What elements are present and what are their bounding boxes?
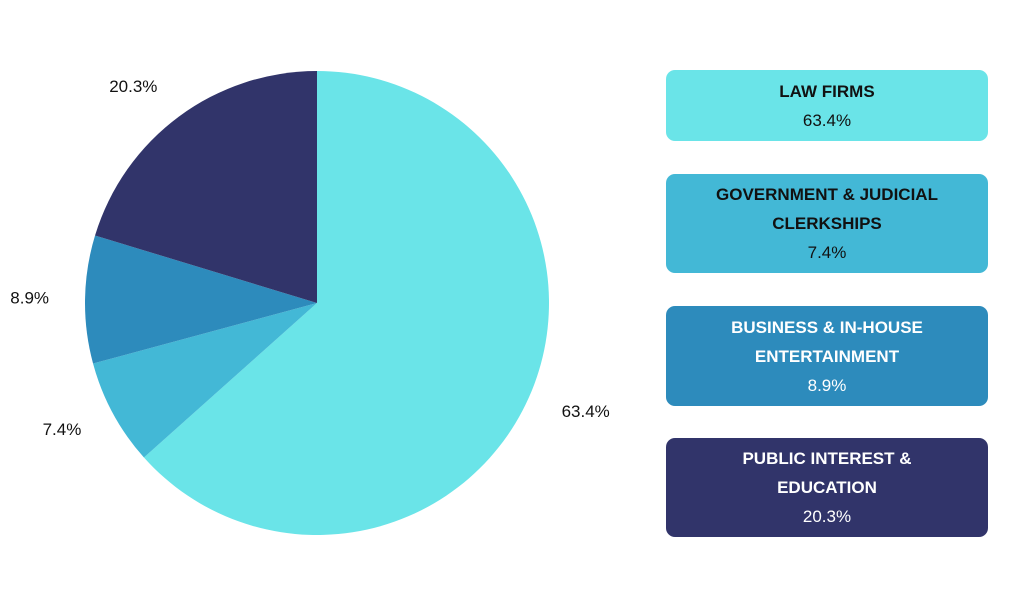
slice-data-label: 20.3%: [109, 77, 157, 96]
pie-slice: [95, 71, 317, 303]
legend-value: 63.4%: [802, 110, 852, 130]
pie-slice: [143, 71, 549, 535]
legend-label: GOVERNMENT & JUDICIAL CLERKSHIPS: [716, 185, 938, 233]
slice-data-label: 8.9%: [10, 288, 49, 307]
legend-label: LAW FIRMS: [779, 81, 875, 101]
legend-item-public-interest-education: PUBLIC INTEREST & EDUCATION 20.3%: [666, 438, 988, 537]
legend-value: 7.4%: [807, 243, 847, 262]
slice-data-label: 63.4%: [562, 402, 610, 421]
pie-chart: 63.4% 7.4% 8.9% 20.3%: [10, 71, 610, 535]
legend-value: 8.9%: [807, 375, 847, 395]
pie-slice: [93, 303, 317, 458]
legend-value: 20.3%: [802, 507, 852, 526]
legend-item-law-firms: LAW FIRMS 63.4%: [666, 70, 988, 141]
legend-label: PUBLIC INTEREST & EDUCATION: [742, 449, 912, 497]
pie-slice: [84, 235, 317, 364]
legend-item-government-judicial-clerkships: GOVERNMENT & JUDICIAL CLERKSHIPS 7.4%: [666, 174, 988, 273]
legend-item-business-in-house-entertainment: BUSINESS & IN-HOUSE ENTERTAINMENT 8.9%: [666, 306, 988, 406]
slice-data-label: 7.4%: [43, 420, 82, 439]
legend-label: BUSINESS & IN-HOUSE ENTERTAINMENT: [731, 317, 923, 366]
